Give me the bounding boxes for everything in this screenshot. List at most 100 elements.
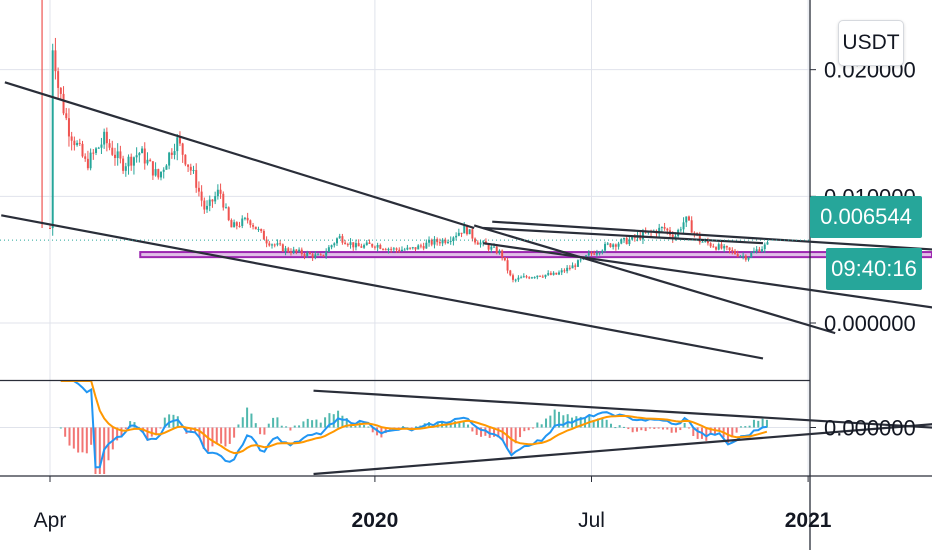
candle-body (206, 205, 209, 210)
candle-body (720, 244, 723, 249)
oscillator-pane[interactable] (59, 380, 932, 476)
histogram-bar (748, 425, 751, 428)
candle-body (130, 156, 133, 166)
histogram-bar (709, 427, 712, 435)
histogram-bar (592, 419, 595, 428)
candle-body (747, 257, 750, 260)
oscillator-trendlines[interactable] (313, 389, 932, 476)
candle-body (758, 249, 761, 252)
candle-body (609, 243, 612, 247)
candle-body (679, 229, 682, 231)
histogram-bar (445, 424, 448, 428)
candlestick-series (41, 0, 769, 283)
candle-body (495, 246, 498, 254)
candle-body (585, 255, 588, 257)
candle-body (712, 246, 715, 248)
candle-body (430, 239, 433, 245)
candle-body (311, 254, 314, 258)
candle-body (100, 144, 103, 148)
candle-body (555, 272, 558, 275)
signal-line (60, 380, 768, 455)
candle-body (344, 242, 347, 245)
candle-body (409, 247, 412, 249)
candle-body (268, 243, 271, 246)
candle-body (425, 242, 428, 249)
candle-body (314, 254, 317, 258)
candle-body (222, 193, 225, 208)
histogram-bar (215, 427, 218, 444)
candle-body (192, 170, 195, 172)
histogram-bar (549, 415, 552, 428)
histogram-bar (657, 427, 660, 429)
candle-body (195, 170, 198, 188)
candle-body (227, 207, 230, 221)
candle-body (614, 244, 617, 247)
histogram-bar (752, 419, 755, 428)
candle-body (761, 249, 764, 252)
candle-body (122, 158, 125, 171)
histogram-bar (648, 427, 651, 429)
candle-body (146, 159, 149, 164)
candle-body (528, 277, 531, 279)
candle-body (92, 152, 95, 154)
time-axis[interactable]: Apr2020Jul2021Jul (34, 476, 932, 532)
candle-body (560, 270, 563, 273)
histogram-bar (622, 426, 625, 428)
histogram-bar (168, 414, 171, 428)
candle-body (563, 270, 566, 272)
candle-body (333, 243, 336, 246)
candle-body (162, 169, 165, 172)
candle-body (666, 228, 669, 231)
candle-body (322, 254, 325, 256)
oscillator-axis[interactable]: 0.000000 (810, 416, 916, 441)
candle-body (341, 236, 344, 243)
candle-body (520, 277, 523, 279)
currency-badge[interactable]: USDT (838, 20, 904, 66)
oscillator-trendline (313, 389, 932, 429)
candle-body (260, 228, 263, 232)
histogram-bar (202, 427, 205, 449)
candle-body (303, 254, 306, 257)
histogram-bar (558, 411, 561, 428)
candle-body (549, 273, 552, 275)
candle-body (214, 196, 217, 202)
histogram-bar (584, 417, 587, 428)
candle-body (116, 151, 119, 159)
candle-body (525, 276, 528, 278)
candle-body (392, 248, 395, 250)
histogram-bar (341, 415, 344, 428)
candle-body (384, 249, 387, 251)
candle-body (752, 251, 755, 253)
histogram-bar (64, 427, 67, 437)
histogram-bar (605, 419, 608, 428)
histogram-bar (259, 427, 262, 435)
histogram-bar (354, 426, 357, 428)
candle-body (132, 157, 135, 166)
candle-body (682, 222, 685, 230)
candle-body (755, 249, 758, 252)
support-zone[interactable] (139, 251, 932, 259)
candle-body (249, 220, 252, 226)
candle-body (671, 234, 674, 239)
candle-body (406, 247, 409, 250)
candle-body (514, 279, 517, 281)
histogram-bar (618, 425, 621, 428)
candle-body (709, 243, 712, 247)
candle-body (690, 220, 693, 233)
candle-body (390, 248, 393, 250)
price-pane[interactable] (0, 0, 932, 360)
candle-body (715, 247, 718, 250)
histogram-bar (692, 427, 695, 436)
candle-body (471, 229, 474, 239)
price-trendlines[interactable] (1, 81, 932, 360)
candle-body (733, 250, 736, 254)
histogram-bar (402, 426, 405, 428)
candle-body (625, 237, 628, 245)
histogram-bar (129, 421, 132, 428)
candle-body (482, 241, 485, 243)
histogram-bar (436, 421, 439, 428)
candle-body (176, 137, 179, 152)
candle-body (598, 252, 601, 254)
histogram-bar (696, 427, 699, 439)
